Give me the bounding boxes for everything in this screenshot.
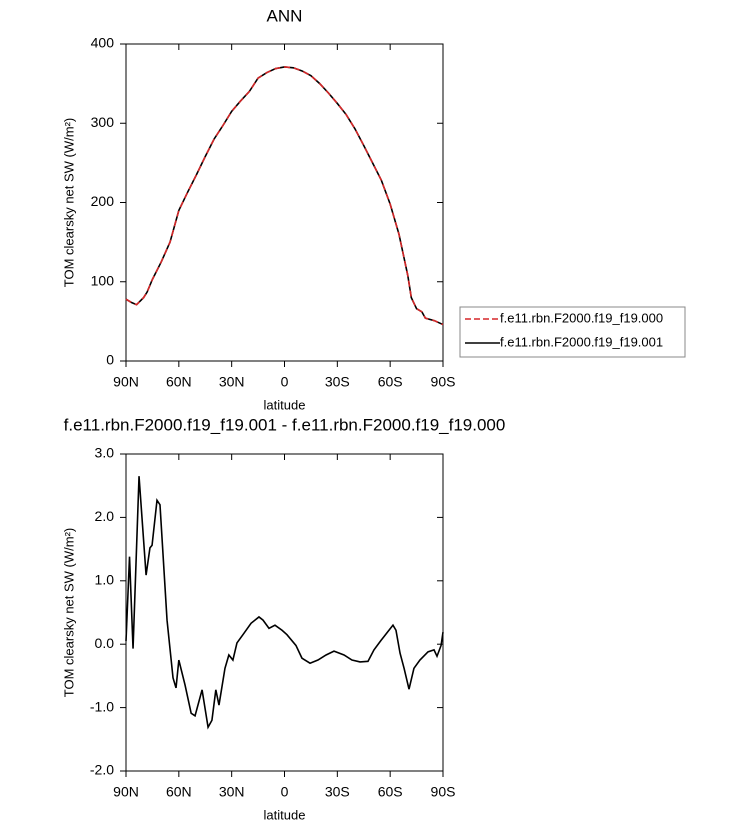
y-tick-label: 3.0 [95, 445, 115, 461]
chart-title: ANN [267, 6, 303, 25]
y-axis-label: TOM clearsky net SW (W/m²) [61, 528, 76, 697]
data-line [125, 66, 444, 326]
legend-label: f.e11.rbn.F2000.f19_f19.001 [500, 334, 663, 349]
x-tick-label: 30N [219, 784, 245, 800]
x-tick-label: 30S [325, 784, 350, 800]
x-tick-label: 90S [431, 374, 456, 390]
y-tick-label: 300 [91, 114, 115, 130]
x-tick-label: 60S [378, 374, 403, 390]
x-tick-label: 0 [281, 784, 289, 800]
data-line [125, 476, 444, 730]
y-tick-label: 2.0 [95, 508, 115, 524]
x-tick-label: 60N [166, 374, 192, 390]
y-tick-label: -1.0 [90, 698, 114, 714]
x-axis-label: latitude [264, 807, 306, 822]
x-tick-label: 90N [113, 374, 139, 390]
x-tick-label: 60S [378, 784, 403, 800]
legend-label: f.e11.rbn.F2000.f19_f19.000 [500, 310, 663, 325]
y-tick-label: 200 [91, 193, 115, 209]
data-line [125, 66, 444, 326]
x-axis-label: latitude [264, 397, 306, 412]
plot-frame [125, 453, 444, 772]
x-tick-label: 30S [325, 374, 350, 390]
y-tick-label: 400 [91, 35, 115, 51]
y-tick-label: 1.0 [95, 572, 115, 588]
x-tick-label: 0 [281, 374, 289, 390]
x-tick-label: 90S [431, 784, 456, 800]
chart-title: f.e11.rbn.F2000.f19_f19.001 - f.e11.rbn.… [64, 415, 506, 434]
y-axis-label: TOM clearsky net SW (W/m²) [61, 118, 76, 287]
legend-box [459, 306, 686, 358]
y-tick-label: 0 [106, 352, 114, 368]
x-tick-label: 60N [166, 784, 192, 800]
y-tick-label: 0.0 [95, 635, 115, 651]
y-tick-label: 100 [91, 272, 115, 288]
y-tick-label: -2.0 [90, 762, 114, 778]
plot-frame [125, 43, 444, 362]
x-tick-label: 30N [219, 374, 245, 390]
x-tick-label: 90N [113, 784, 139, 800]
